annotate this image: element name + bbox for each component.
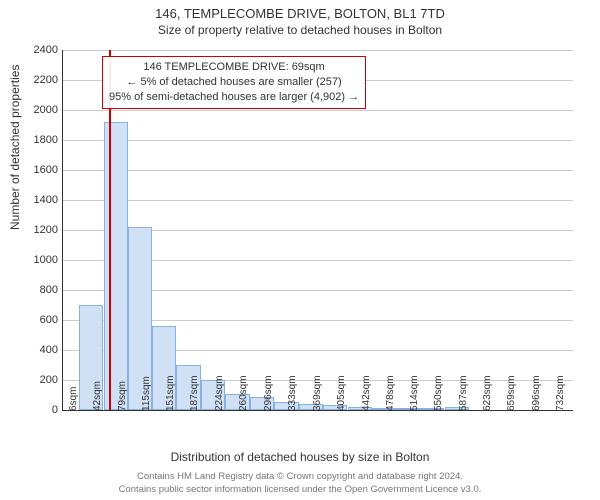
- y-tick-label: 2000: [23, 104, 58, 116]
- gridline: [63, 200, 573, 201]
- x-tick-label: 333sqm: [287, 375, 298, 411]
- gridline: [63, 110, 573, 111]
- y-tick-label: 1200: [23, 224, 58, 236]
- y-tick-label: 600: [23, 314, 58, 326]
- x-tick-label: 79sqm: [117, 381, 128, 411]
- x-tick-label: 224sqm: [214, 375, 225, 411]
- footer: Contains HM Land Registry data © Crown c…: [0, 471, 600, 496]
- page-title: 146, TEMPLECOMBE DRIVE, BOLTON, BL1 7TD: [0, 0, 600, 23]
- x-tick-label: 151sqm: [165, 375, 176, 411]
- page-subtitle: Size of property relative to detached ho…: [0, 23, 600, 39]
- x-tick-label: 442sqm: [361, 375, 372, 411]
- annotation-line3: 95% of semi-detached houses are larger (…: [109, 90, 359, 105]
- x-tick-label: 696sqm: [531, 375, 542, 411]
- y-tick-label: 1800: [23, 134, 58, 146]
- x-tick-label: 6sqm: [68, 387, 79, 411]
- gridline: [63, 50, 573, 51]
- x-tick-label: 260sqm: [238, 375, 249, 411]
- y-axis-label: Number of detached properties: [8, 65, 22, 230]
- x-tick-label: 42sqm: [92, 381, 103, 411]
- annotation-line1: 146 TEMPLECOMBE DRIVE: 69sqm: [109, 60, 359, 75]
- chart-container: 146, TEMPLECOMBE DRIVE, BOLTON, BL1 7TD …: [0, 0, 600, 500]
- histogram-bar: [104, 122, 128, 410]
- x-tick-label: 587sqm: [458, 375, 469, 411]
- x-axis-label: Distribution of detached houses by size …: [0, 450, 600, 464]
- x-tick-label: 369sqm: [312, 375, 323, 411]
- x-tick-label: 296sqm: [263, 375, 274, 411]
- x-tick-label: 115sqm: [141, 376, 152, 411]
- x-tick-label: 550sqm: [433, 375, 444, 411]
- y-tick-label: 1400: [23, 194, 58, 206]
- gridline: [63, 140, 573, 141]
- y-tick-label: 2400: [23, 44, 58, 56]
- y-tick-label: 200: [23, 374, 58, 386]
- x-tick-label: 659sqm: [506, 375, 517, 411]
- x-tick-label: 623sqm: [482, 375, 493, 411]
- y-tick-label: 400: [23, 344, 58, 356]
- x-tick-label: 478sqm: [385, 375, 396, 411]
- annotation-line2: ← 5% of detached houses are smaller (257…: [109, 75, 359, 90]
- y-tick-label: 1600: [23, 164, 58, 176]
- footer-line2: Contains public sector information licen…: [0, 484, 600, 496]
- y-tick-label: 2200: [23, 74, 58, 86]
- chart-area: 0200400600800100012001400160018002000220…: [62, 50, 572, 410]
- gridline: [63, 170, 573, 171]
- y-tick-label: 800: [23, 284, 58, 296]
- footer-line1: Contains HM Land Registry data © Crown c…: [0, 471, 600, 483]
- x-tick-label: 732sqm: [555, 375, 566, 411]
- x-tick-label: 187sqm: [189, 375, 200, 411]
- x-tick-label: 514sqm: [409, 375, 420, 411]
- y-tick-label: 1000: [23, 254, 58, 266]
- annotation-box: 146 TEMPLECOMBE DRIVE: 69sqm ← 5% of det…: [102, 56, 366, 109]
- x-tick-label: 405sqm: [336, 375, 347, 411]
- y-tick-label: 0: [23, 404, 58, 416]
